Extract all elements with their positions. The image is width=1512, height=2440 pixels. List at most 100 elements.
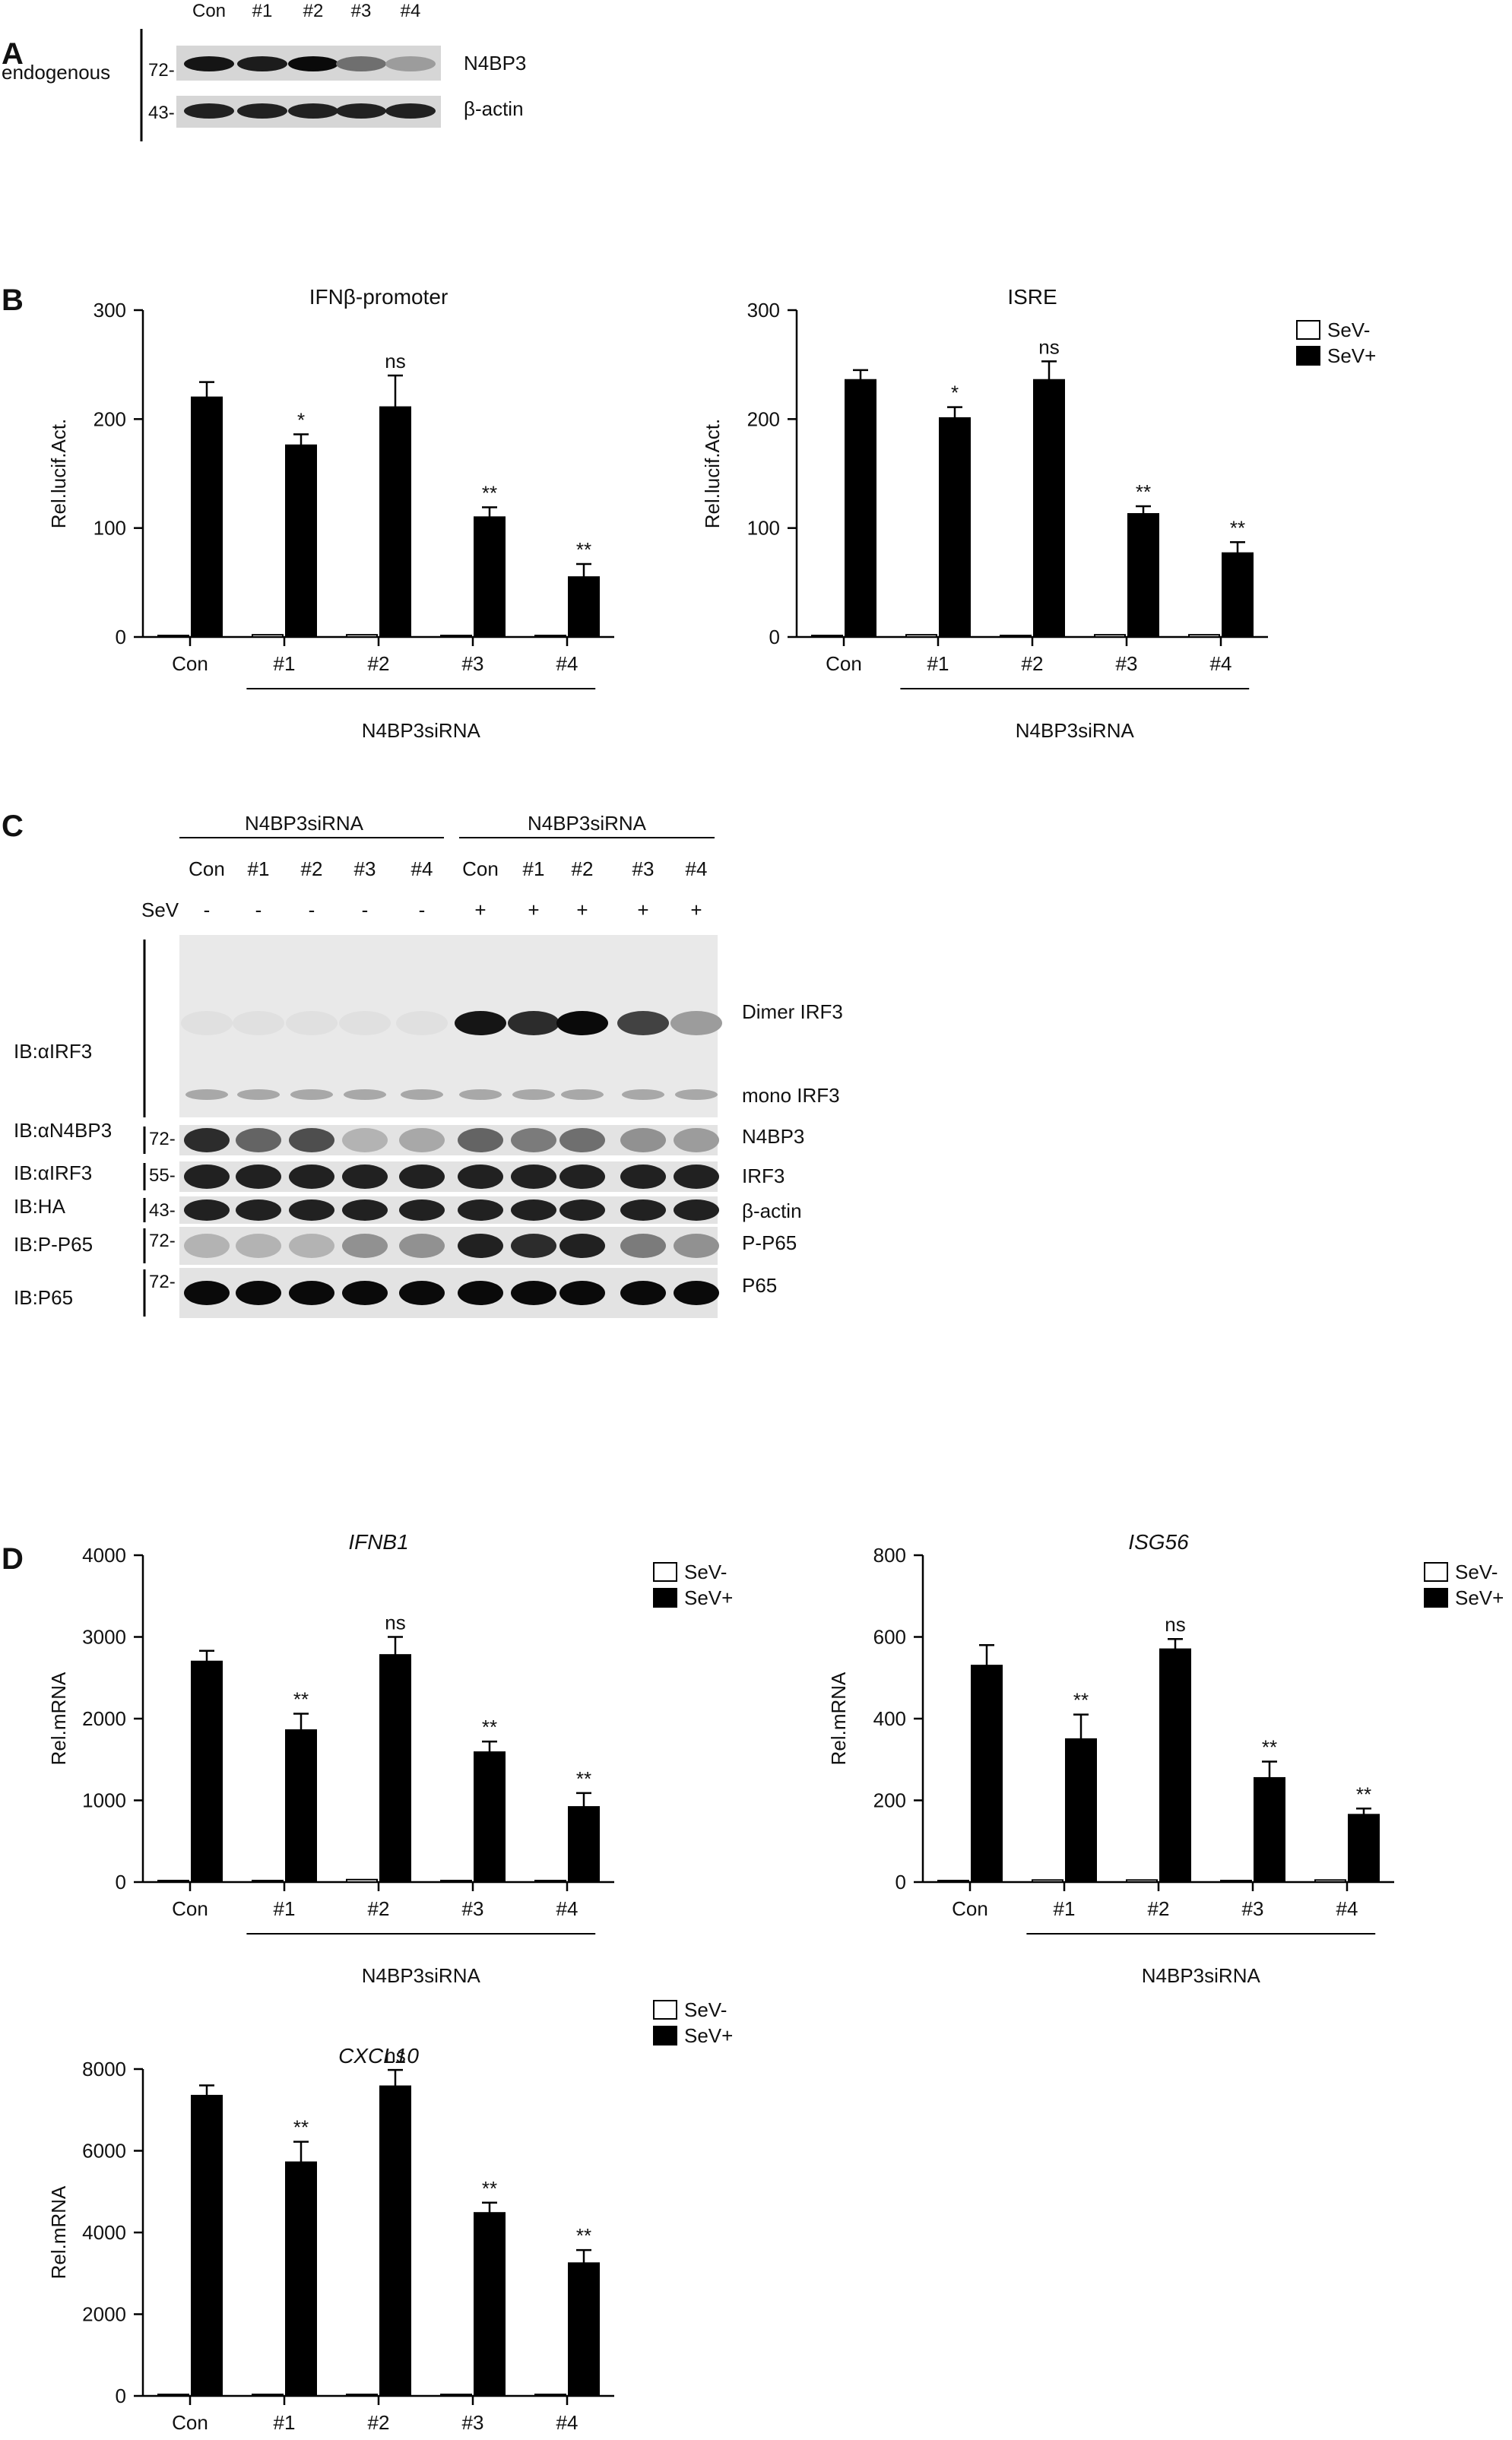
significance-label: ** — [1073, 1689, 1089, 1712]
band-label: IRF3 — [742, 1165, 785, 1187]
lane-label: #1 — [248, 857, 270, 880]
significance-label: * — [951, 382, 959, 404]
x-tick-label: #3 — [1242, 1897, 1264, 1920]
sev-sign: - — [419, 898, 426, 921]
blot-band — [620, 1165, 666, 1189]
bar-sev-plus — [191, 396, 223, 639]
y-tick-label: 0 — [769, 626, 780, 648]
bar-sev-minus — [905, 634, 937, 639]
band-dimer-irf3 — [455, 1011, 506, 1035]
ib-label: IB:αIRF3 — [14, 1161, 92, 1184]
ib-label: IB:αIRF3 — [14, 1040, 92, 1063]
panel-c-western-blot: N4BP3siRNA N4BP3siRNA Con #1 #2 #3 #4 Con #1 #2 #3… — [14, 812, 843, 1318]
legend-swatch — [1296, 346, 1320, 366]
x-tick-label: #4 — [556, 2411, 578, 2434]
bar-sev-minus — [1000, 635, 1032, 638]
significance-label: ** — [482, 2177, 497, 2200]
bar-sev-plus — [1127, 513, 1159, 638]
legend-swatch — [1296, 320, 1320, 340]
band-mono-irf3 — [237, 1089, 280, 1100]
x-tick-label: Con — [826, 652, 862, 675]
sev-sign: + — [690, 898, 702, 921]
blot-band — [342, 1128, 388, 1152]
sev-sign: + — [528, 898, 539, 921]
y-tick-label: 200 — [94, 407, 126, 430]
band-n4bp3 — [288, 56, 338, 71]
bar-sev-minus — [346, 634, 378, 639]
significance-label: ** — [482, 481, 497, 504]
band-n4bp3 — [336, 56, 386, 71]
group-label: N4BP3siRNA — [528, 812, 647, 835]
legend-swatch — [1424, 1562, 1448, 1582]
sev-sign: - — [362, 898, 369, 921]
band-label: Dimer IRF3 — [742, 1000, 843, 1023]
x-tick-label: #4 — [556, 1897, 578, 1920]
blot-band — [289, 1165, 334, 1189]
band-mono-irf3 — [622, 1089, 664, 1100]
bar-sev-plus — [939, 417, 971, 639]
legend-swatch — [653, 1562, 677, 1582]
bar-sev-plus — [191, 2094, 223, 2397]
blot-band — [511, 1234, 556, 1258]
legend-label: SeV- — [1327, 318, 1370, 341]
bar-sev-minus — [440, 2394, 472, 2397]
blot-band — [289, 1199, 334, 1221]
significance-label: ** — [576, 1767, 591, 1790]
lane-label: #3 — [351, 1, 372, 21]
sev-sign: + — [576, 898, 588, 921]
significance-label: ** — [1356, 1782, 1371, 1805]
lane-label: #4 — [411, 857, 433, 880]
legend-swatch — [1424, 1588, 1448, 1608]
blot-band — [511, 1165, 556, 1189]
blot-band — [458, 1128, 503, 1152]
blot-band — [184, 1281, 230, 1305]
x-tick-label: #2 — [368, 1897, 390, 1920]
y-axis-label: Rel.lucif.Act. — [701, 419, 724, 529]
bar-sev-minus — [534, 1880, 566, 1883]
significance-label: ns — [385, 2044, 405, 2067]
bar-sev-plus — [568, 576, 600, 639]
mw-marker: 55- — [149, 1165, 176, 1186]
blot-band — [511, 1199, 556, 1221]
y-tick-label: 0 — [895, 1871, 906, 1893]
mw-marker: 72- — [149, 1129, 176, 1149]
x-tick-label: #4 — [1210, 652, 1232, 675]
blot-band — [620, 1128, 666, 1152]
significance-label: ns — [385, 1611, 405, 1634]
band-label: β-actin — [742, 1199, 802, 1222]
y-tick-label: 0 — [116, 2385, 126, 2407]
y-tick-label: 400 — [873, 1707, 906, 1730]
lane-label: #2 — [572, 857, 594, 880]
blot-band — [342, 1234, 388, 1258]
legend-label: SeV+ — [684, 1586, 733, 1609]
x-tick-label: #2 — [1148, 1897, 1170, 1920]
lane-label: #1 — [252, 1, 273, 21]
mw-marker: 43- — [149, 1200, 176, 1221]
legend-label: SeV- — [1455, 1561, 1498, 1583]
y-tick-label: 2000 — [82, 2303, 126, 2326]
ib-label: IB:P65 — [14, 1286, 73, 1309]
x-tick-label: #3 — [462, 2411, 484, 2434]
bar-sev-minus — [1188, 634, 1220, 639]
bar-sev-minus — [252, 1880, 284, 1883]
legend-label: SeV+ — [684, 2024, 733, 2047]
blot-band — [289, 1234, 334, 1258]
blot-band — [620, 1234, 666, 1258]
blot-band — [620, 1281, 666, 1305]
bar-sev-plus — [1348, 1814, 1380, 1883]
band-mono-irf3 — [675, 1089, 718, 1100]
significance-label: * — [297, 408, 305, 431]
band-actin — [184, 103, 234, 119]
bar-sev-minus — [811, 635, 843, 638]
bar-sev-minus — [440, 1880, 472, 1883]
blot-band — [184, 1128, 230, 1152]
blot-band — [559, 1281, 605, 1305]
bar-sev-plus — [1033, 379, 1065, 638]
mw-marker: 72- — [149, 1272, 176, 1292]
y-tick-label: 6000 — [82, 2140, 126, 2163]
blot-band — [511, 1128, 556, 1152]
band-label: mono IRF3 — [742, 1084, 840, 1107]
y-axis-label: Rel.mRNA — [47, 1672, 70, 1765]
y-tick-label: 100 — [747, 517, 780, 540]
